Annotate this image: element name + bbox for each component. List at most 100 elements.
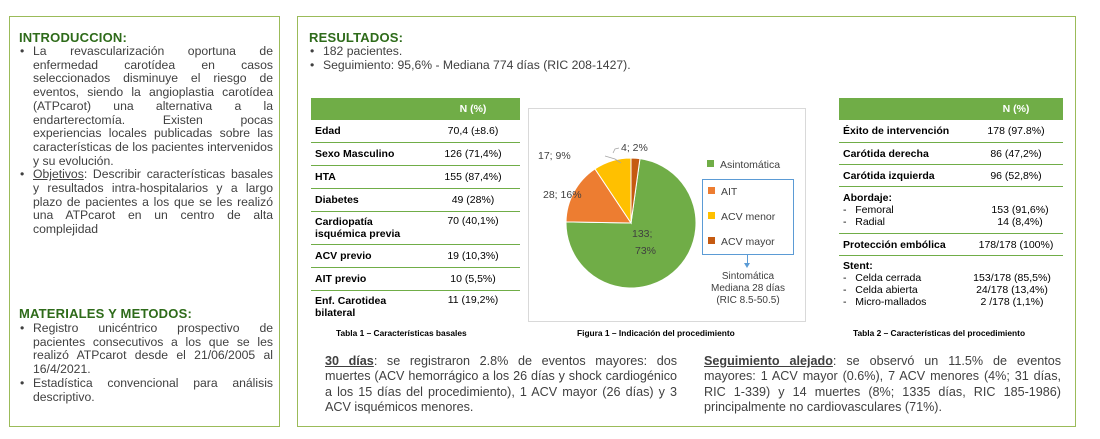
item-label: Celda cerrada xyxy=(855,271,922,284)
objetivos-label: Objetivos xyxy=(33,167,84,182)
item-label: Femoral xyxy=(855,204,894,216)
pie-slice-ait xyxy=(565,168,632,224)
plong-text: : se observó un 11.5% de eventos mayores… xyxy=(704,354,1062,414)
legend-swatch-acv-menor xyxy=(708,212,715,219)
table-row: Stent: - Celda cerrada 153/178 (85,5%) - … xyxy=(839,255,1063,312)
arrow-head xyxy=(744,263,750,268)
item-label: Micro-mallados xyxy=(855,295,927,308)
table-row: Carótida derecha 86 (47,2%) xyxy=(839,142,1063,165)
row-value: 178/178 (100%) xyxy=(969,233,1063,256)
p30-key: 30 días xyxy=(325,354,374,368)
table-row: Éxito de intervención 178 (97.8%) xyxy=(839,119,1063,143)
pie-slice-acv-mayor xyxy=(630,157,641,224)
row-label: Éxito de intervención xyxy=(839,119,969,143)
row-label: Diabetes xyxy=(311,188,426,212)
row-value: 86 (47,2%) xyxy=(969,142,1063,165)
stent-item: - Celda abierta 24/178 (13,4%) xyxy=(843,284,1059,296)
label-acv-mayor: 4; 2% xyxy=(621,142,648,154)
row-label: Carótida izquierda xyxy=(839,164,969,187)
row-value: 10 (5,5%) xyxy=(426,267,520,291)
row-label: Sexo Masculino xyxy=(311,142,426,166)
abordaje-item: - Femoral 153 (91,6%) xyxy=(843,204,1059,216)
row-value: 49 (28%) xyxy=(426,188,520,212)
table-row: Edad 70,4 (±8.6) xyxy=(311,119,520,143)
table-row: Carótida izquierda 96 (52,8%) xyxy=(839,164,1063,187)
legend-acv-menor: ACV menor xyxy=(708,211,775,223)
intro-methods-panel: INTRODUCCION: La revascularización oport… xyxy=(9,16,280,427)
intro-bullet-2: Objetivos: Describir características bas… xyxy=(19,167,273,237)
table-row: Diabetes 49 (28%) xyxy=(311,188,520,212)
symptomatic-note: Sintomática Mediana 28 días (RIC 8.5-50.… xyxy=(692,271,804,307)
legend-label-ait: AIT xyxy=(721,186,738,198)
item-value: 153/178 (85,5%) xyxy=(973,271,1051,284)
row-label: Protección embólica xyxy=(839,233,969,256)
table1-header: N (%) xyxy=(311,98,520,120)
row-label: HTA xyxy=(311,165,426,189)
methods-list: Registro unicéntrico prospectivo de paci… xyxy=(19,321,273,404)
label-asint-pct: 73% xyxy=(635,245,657,257)
intro-list: La revascularización oportuna de enferme… xyxy=(19,44,273,237)
label-acv-menor: 17; 9% xyxy=(538,150,571,162)
legend-ait: AIT xyxy=(708,186,737,198)
intro-bullet-1: La revascularización oportuna de enferme… xyxy=(19,44,273,168)
note-line-2: Mediana 28 días xyxy=(711,283,785,294)
row-value: 70 (40,1%) xyxy=(426,211,520,245)
indication-pie-chart xyxy=(565,147,697,289)
row-label: Cardiopatía isquémica previa xyxy=(311,211,426,245)
table-row: Cardiopatía isquémica previa 70 (40,1%) xyxy=(311,211,520,245)
leader-line-acv-menor xyxy=(604,155,622,164)
methods-bullet-1: Registro unicéntrico prospectivo de paci… xyxy=(19,321,273,377)
stent-label: Stent: xyxy=(843,259,873,272)
objetivos-text: : Describir características basales y re… xyxy=(33,167,273,237)
results-bullet-2: Seguimiento: 95,6% - Mediana 774 días (R… xyxy=(309,58,809,73)
legend-label-acv-mayor: ACV mayor xyxy=(721,236,775,248)
figure-indicacion: 133; 73% 28; 16% 17; 9% 4; 2% Asintomáti… xyxy=(528,108,806,322)
table-row: Abordaje: - Femoral 153 (91,6%) - Radial 1… xyxy=(839,186,1063,234)
table-row: ACV previo 19 (10,3%) xyxy=(311,244,520,268)
table-row: Protección embólica 178/178 (100%) xyxy=(839,233,1063,256)
table-row: Sexo Masculino 126 (71,4%) xyxy=(311,142,520,166)
legend-swatch-acv-mayor xyxy=(708,237,715,244)
table-row: AIT previo 10 (5,5%) xyxy=(311,267,520,291)
table-row: Enf. Carotidea bilateral 11 (19,2%) xyxy=(311,290,520,324)
legend-swatch-asintomatica xyxy=(707,160,714,167)
legend-label-asintomatica: Asintomática xyxy=(720,159,781,171)
label-ait: 28; 16% xyxy=(543,189,582,201)
legend-swatch-ait xyxy=(708,187,715,194)
row-value: 126 (71,4%) xyxy=(426,142,520,166)
results-bullet-1: 182 pacientes. xyxy=(309,44,809,59)
leader-line-acv-mayor xyxy=(612,147,620,154)
stent-item: - Celda cerrada 153/178 (85,5%) xyxy=(843,272,1059,284)
paragraph-30-dias: 30 días: se registraron 2.8% de eventos … xyxy=(325,354,677,415)
legend-asintomatica: Asintomática xyxy=(707,159,780,171)
row-value: 178 (97.8%) xyxy=(969,119,1063,143)
legend-symptomatic-box: AIT ACV menor ACV mayor xyxy=(702,179,794,255)
row-value: 70,4 (±8.6) xyxy=(426,119,520,143)
table2-header: N (%) xyxy=(839,98,1063,120)
table-row: HTA 155 (87,4%) xyxy=(311,165,520,189)
results-title: RESULTADOS: xyxy=(309,30,404,45)
row-value: 11 (19,2%) xyxy=(426,290,520,324)
legend-label-acv-menor: ACV menor xyxy=(721,211,776,223)
abordaje-cell: Abordaje: - Femoral 153 (91,6%) - Radial 1… xyxy=(839,186,1063,234)
table2-caption: Tabla 2 – Características del procedimie… xyxy=(853,328,1026,338)
item-value: 24/178 (13,4%) xyxy=(976,283,1048,296)
abordaje-label: Abordaje: xyxy=(843,192,893,204)
p30-text: : se registraron 2.8% de eventos mayores… xyxy=(325,354,677,414)
paragraph-seguimiento: Seguimiento alejado: se observó un 11.5%… xyxy=(704,354,1061,415)
row-value: 155 (87,4%) xyxy=(426,165,520,189)
intro-title: INTRODUCCION: xyxy=(19,30,128,45)
item-label: Radial xyxy=(855,216,886,228)
row-label: AIT previo xyxy=(311,267,426,291)
methods-title: MATERIALES Y METODOS: xyxy=(19,306,192,321)
table-procedure: N (%) Éxito de intervención 178 (97.8%) C… xyxy=(839,98,1063,312)
row-label: Edad xyxy=(311,119,426,143)
figure1-caption: Figura 1 – Indicación del procedimiento xyxy=(577,328,735,338)
stent-item: - Micro-mallados 2 /178 (1,1%) xyxy=(843,296,1059,308)
abordaje-item: - Radial 14 (8,4%) xyxy=(843,216,1059,228)
note-line-1: Sintomática xyxy=(721,271,775,282)
plong-key: Seguimiento alejado xyxy=(704,354,833,368)
stent-cell: Stent: - Celda cerrada 153/178 (85,5%) - … xyxy=(839,255,1063,312)
results-list: 182 pacientes. Seguimiento: 95,6% - Medi… xyxy=(309,44,809,73)
row-label: Enf. Carotidea bilateral xyxy=(311,290,426,324)
